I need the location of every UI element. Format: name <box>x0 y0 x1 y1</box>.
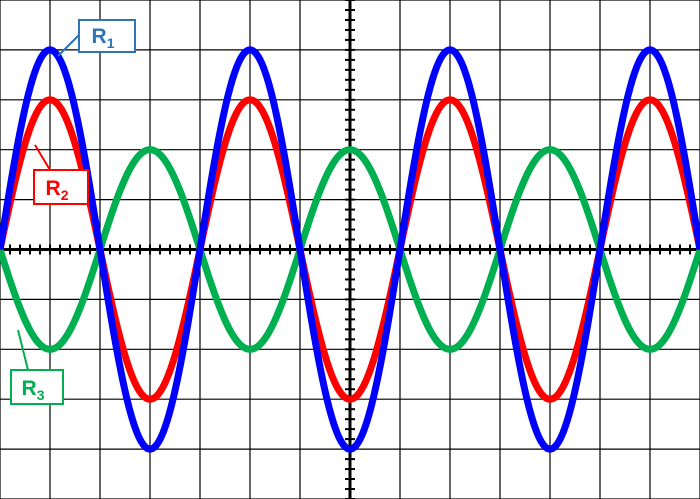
label-box <box>33 169 89 205</box>
series-line-r1 <box>0 46 700 453</box>
label-text: R3 <box>22 377 45 403</box>
series-label-r3: R3 <box>10 329 64 405</box>
series-line-r3 <box>0 146 700 353</box>
series-label-r2: R2 <box>33 144 89 205</box>
leader-line <box>17 329 29 371</box>
leader-line <box>34 144 51 171</box>
series-label-r1: R1 <box>57 19 136 57</box>
label-text: R2 <box>46 177 69 203</box>
series-labels: R1 R2 R3 <box>10 19 136 405</box>
series-group <box>0 46 700 453</box>
label-text: R1 <box>92 25 115 51</box>
label-box <box>10 369 64 405</box>
series-line-r2 <box>0 96 700 403</box>
leader-line <box>57 33 81 57</box>
label-box <box>78 19 136 53</box>
